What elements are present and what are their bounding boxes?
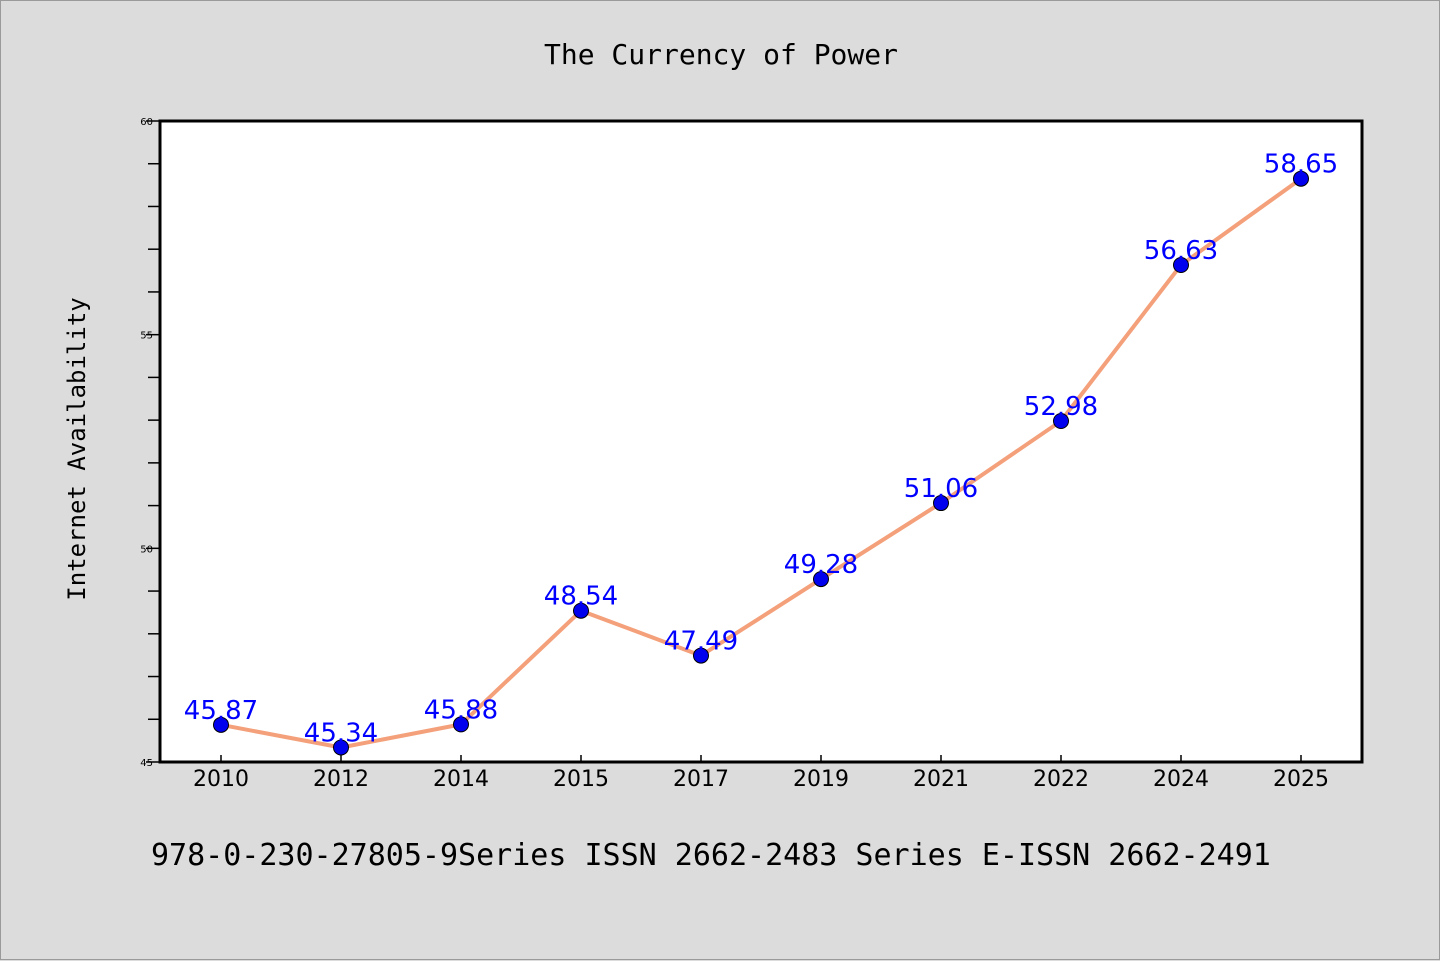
data-point (1173, 257, 1189, 274)
data-label: 49.28 (784, 550, 858, 580)
x-tick-label: 2021 (913, 767, 969, 792)
series-line (219, 176, 1303, 750)
data-label: 45.87 (184, 696, 258, 726)
data-point (933, 495, 949, 512)
y-tick-label: 60 (140, 117, 153, 128)
y-axis-label: Internet Availability (63, 297, 91, 600)
x-tick-label: 2015 (553, 767, 609, 792)
data-point (1293, 170, 1309, 187)
x-tick-label: 2025 (1273, 767, 1329, 792)
series-group: 45.87 45.34 45.88 48.54 47.49 49.28 51.06 52.98… (184, 150, 1338, 756)
data-point (693, 647, 709, 664)
data-point (213, 716, 229, 733)
data-point (573, 602, 589, 619)
x-tick-label: 2019 (793, 767, 849, 792)
chart-title: The Currency of Power (544, 38, 898, 71)
data-label: 48.54 (544, 582, 618, 612)
x-tick-label: 2010 (193, 767, 249, 792)
y-tick-label: 45 (140, 758, 153, 769)
x-tick-label: 2012 (313, 767, 369, 792)
y-axis: 45 50 55 60 (140, 117, 160, 769)
data-point (333, 739, 349, 756)
data-label: 51.06 (904, 474, 978, 504)
data-label: 52.98 (1024, 392, 1098, 422)
data-label: 58.65 (1264, 150, 1338, 180)
x-tick-label: 2024 (1153, 767, 1209, 792)
data-label: 56.63 (1144, 236, 1218, 266)
x-tick-label: 2022 (1033, 767, 1089, 792)
y-tick-label: 50 (140, 544, 153, 555)
x-tick-label: 2017 (673, 767, 729, 792)
x-axis: 2010 2012 2014 2015 2017 2019 2021 2022 2024 2025 (193, 755, 1329, 792)
data-label: 47.49 (664, 627, 738, 657)
footer-isbn-text: 978-0-230-27805-9Series ISSN 2662-2483 S… (151, 838, 1271, 873)
data-label: 45.88 (424, 695, 498, 725)
data-point (1053, 412, 1069, 429)
data-label: 45.34 (304, 718, 378, 748)
y-tick-label: 55 (140, 331, 153, 342)
plot-area (158, 119, 1364, 764)
data-point (813, 571, 829, 588)
x-tick-label: 2014 (433, 767, 489, 792)
data-point (453, 716, 469, 733)
